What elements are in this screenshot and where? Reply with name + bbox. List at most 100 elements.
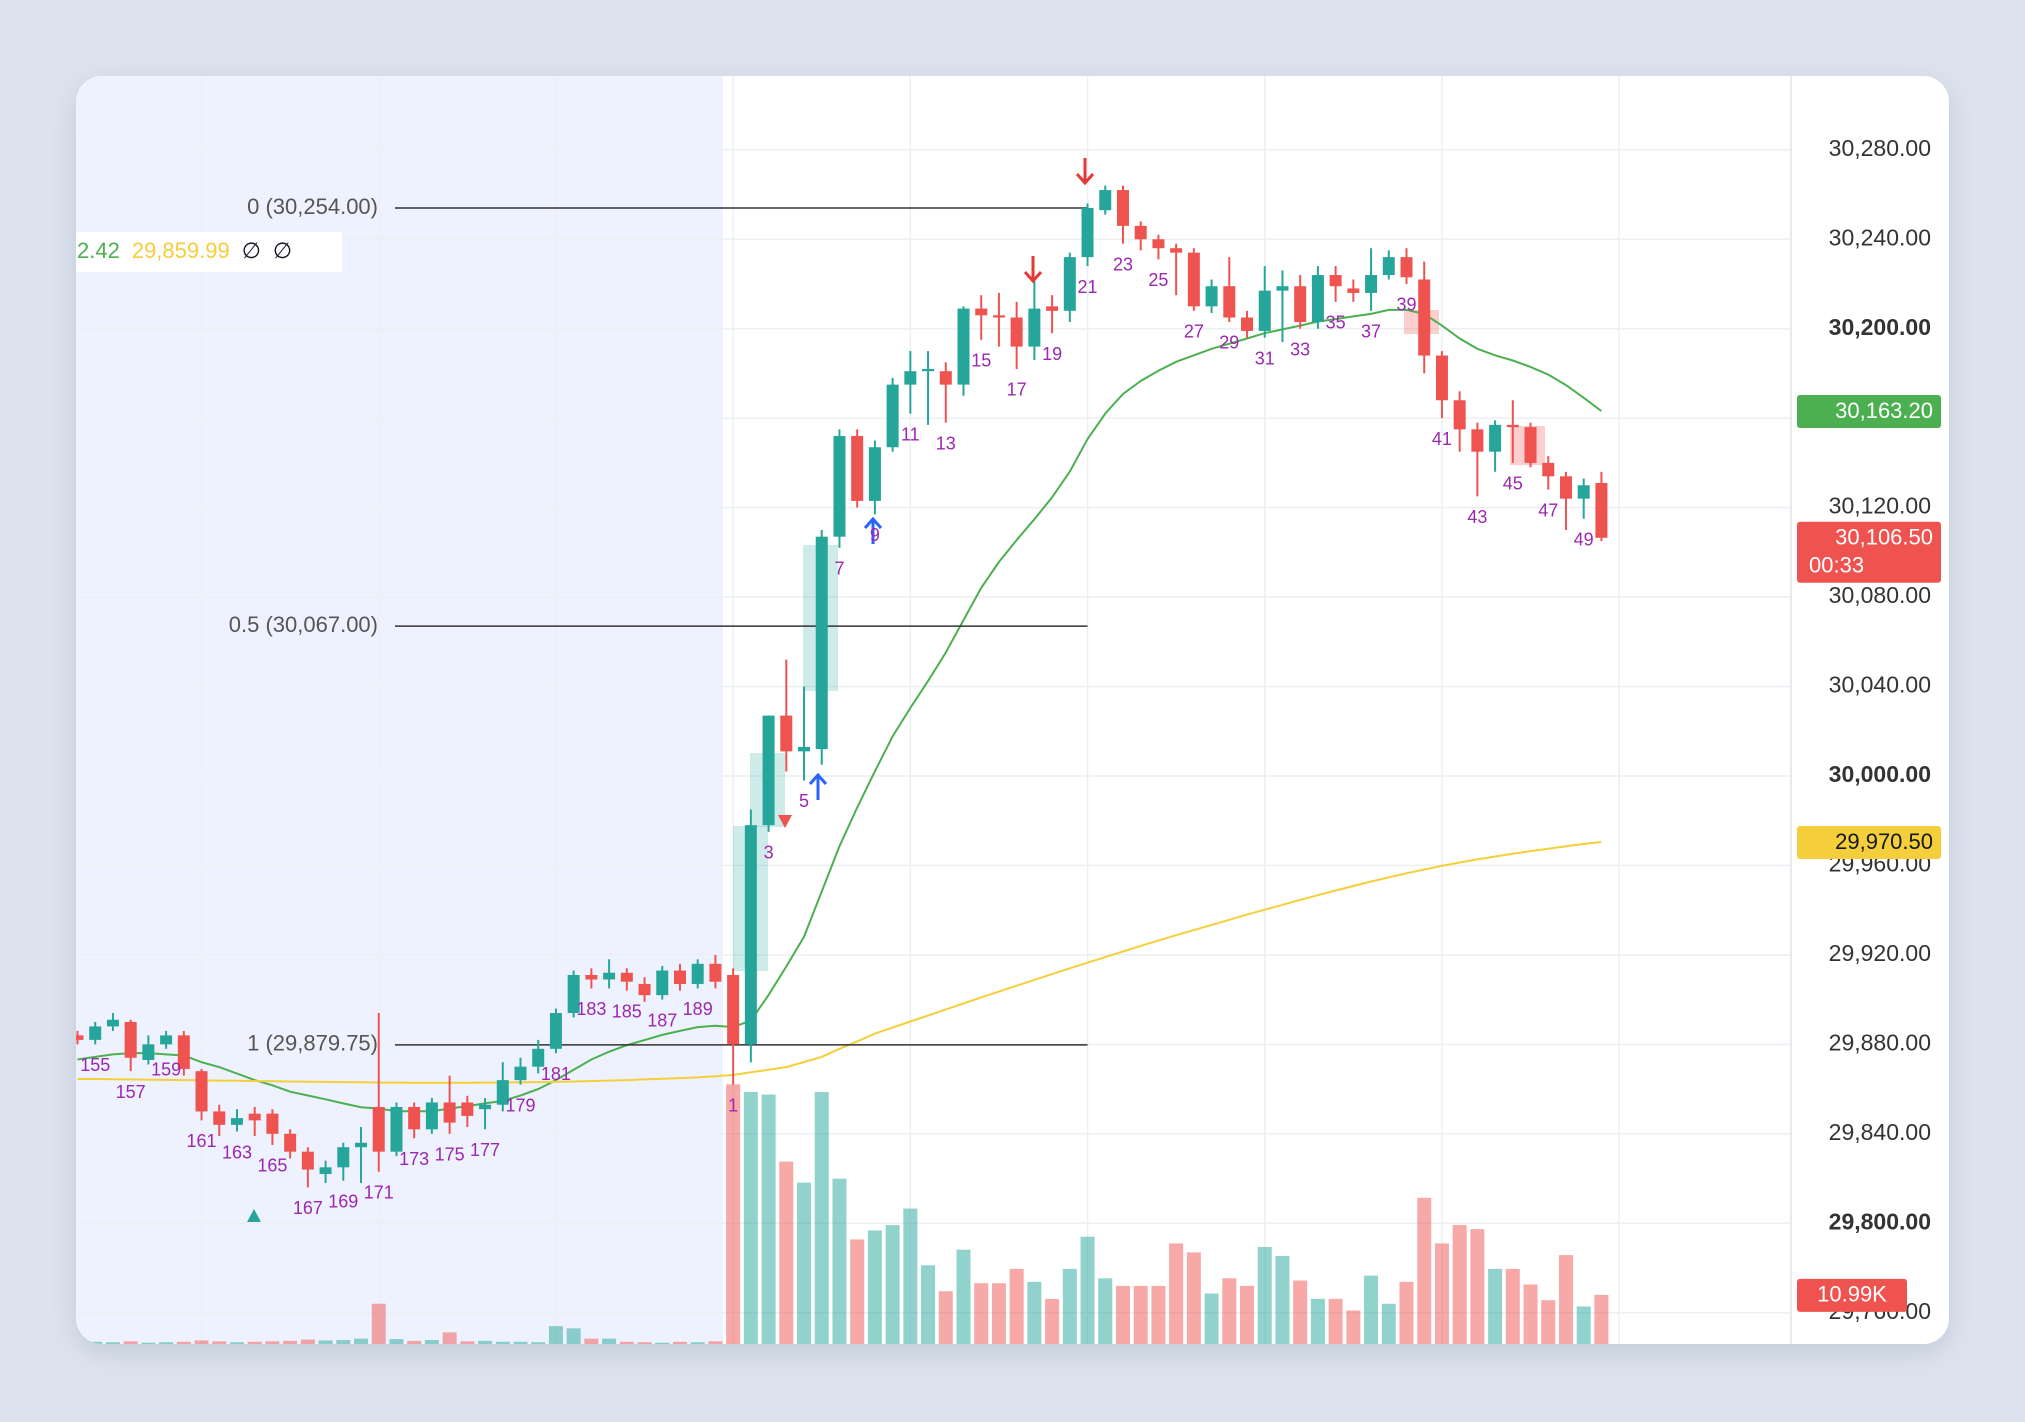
candle-body [992, 315, 1005, 318]
candle-body [1028, 308, 1041, 347]
candle-body [496, 1080, 509, 1105]
candle-body [851, 436, 864, 501]
fibonacci: 0 (30,254.00) 0.5 (30,067.00) 1 (29,879.75… [229, 194, 1088, 1056]
volume-bar [194, 1340, 209, 1344]
volume-bar [513, 1341, 528, 1344]
candle-body [461, 1102, 474, 1116]
bar-number: 171 [364, 1183, 394, 1203]
bar-number: 159 [151, 1060, 181, 1080]
volume-bar [690, 1342, 705, 1344]
candle-body [301, 1151, 314, 1170]
candle-body [798, 746, 811, 752]
candle-body [1294, 286, 1307, 322]
volume-bar [867, 1230, 882, 1344]
volume-bar [442, 1332, 457, 1344]
candle-body [337, 1147, 350, 1168]
volume-bar [460, 1341, 475, 1344]
volume-bar [159, 1342, 174, 1344]
candle-body [1134, 225, 1147, 240]
candle-body [904, 371, 917, 385]
candle-body [76, 1035, 84, 1040]
volume-bar [743, 1091, 758, 1344]
bar-number: 5 [799, 791, 809, 811]
status-bg [76, 232, 342, 272]
candle-body [248, 1113, 261, 1121]
volume-bar [76, 1342, 85, 1344]
bar-number: 21 [1078, 277, 1098, 297]
candle-body [1116, 190, 1129, 226]
volume-bar [584, 1338, 599, 1344]
volume-bar [1594, 1294, 1609, 1344]
volume-bar [566, 1328, 581, 1344]
volume-bar [814, 1091, 829, 1344]
volume-bar [637, 1342, 652, 1344]
candle-body [1187, 252, 1200, 307]
candle-body [408, 1106, 421, 1130]
volume-bar [832, 1178, 847, 1344]
volume-bar [779, 1161, 794, 1344]
bar-number: 35 [1326, 313, 1346, 333]
volume-bar [1062, 1268, 1077, 1344]
volume-bar [88, 1341, 103, 1344]
candle-body [1365, 275, 1378, 293]
candle-body [1099, 190, 1112, 211]
candle-body [1542, 462, 1555, 477]
volume-bar [1488, 1268, 1503, 1344]
bar-number: 189 [683, 999, 713, 1019]
bar-number: 27 [1184, 322, 1204, 342]
bar-number: 33 [1290, 339, 1310, 359]
candle-body [177, 1035, 190, 1069]
y-tick-label: 30,080.00 [1829, 582, 1931, 608]
volume-bar [123, 1341, 138, 1344]
candle-body [762, 715, 775, 826]
candle-body [1453, 400, 1466, 430]
status-value: ∅ [242, 238, 261, 263]
bar-number: 165 [257, 1156, 287, 1176]
candle-body [284, 1133, 297, 1152]
status-value: 2.42 [77, 238, 120, 263]
candle-body [1223, 286, 1236, 318]
up-marker [247, 1209, 261, 1222]
candle-body [266, 1113, 279, 1134]
volume-bar [672, 1341, 687, 1344]
candle-body [443, 1102, 456, 1123]
volume-bar [265, 1341, 280, 1344]
bar-number: 17 [1007, 380, 1027, 400]
buy-arrow [808, 772, 828, 800]
candle-body [815, 536, 828, 750]
y-tick-label: 29,800.00 [1829, 1208, 1931, 1234]
price-axis-bg [1791, 76, 1949, 1344]
y-tick-label: 29,840.00 [1829, 1119, 1931, 1145]
volume-bar [921, 1265, 936, 1344]
price-badges: 30,163.20 29,970.50 30,106.50 00:33 10.99K [1797, 395, 1941, 1312]
bar-number: 43 [1467, 507, 1487, 527]
bar-number: 47 [1538, 500, 1558, 520]
candle-body [355, 1142, 368, 1148]
candle-body [585, 975, 598, 980]
bar-number: 39 [1396, 295, 1416, 315]
ma-badge [1797, 395, 1941, 429]
bar-number: 177 [470, 1140, 500, 1160]
volume-bar [1204, 1293, 1219, 1344]
volume-bar [1275, 1255, 1290, 1344]
volume-bar [956, 1249, 971, 1344]
bar-number: 7 [834, 559, 844, 579]
status-value: ∅ [273, 238, 292, 263]
bar-number: 15 [971, 351, 991, 371]
y-tick-label: 29,880.00 [1829, 1029, 1931, 1055]
volume-badge-label: 10.99K [1817, 1282, 1887, 1307]
candle-body [372, 1106, 385, 1152]
volume-bar [478, 1340, 493, 1344]
status-line: 2.42 29,859.99 ∅ ∅ [77, 238, 292, 263]
candle-body [886, 384, 899, 448]
volume-bar [1045, 1298, 1060, 1344]
volume-bar [1186, 1252, 1201, 1344]
volume-bar [619, 1341, 634, 1344]
bar-number: 31 [1255, 348, 1275, 368]
status-value: 29,859.99 [132, 238, 230, 263]
y-tick-label: 30,000.00 [1829, 761, 1931, 787]
candle-body [939, 371, 952, 385]
bar-number: 45 [1503, 474, 1523, 494]
volume-bar [1399, 1281, 1414, 1344]
